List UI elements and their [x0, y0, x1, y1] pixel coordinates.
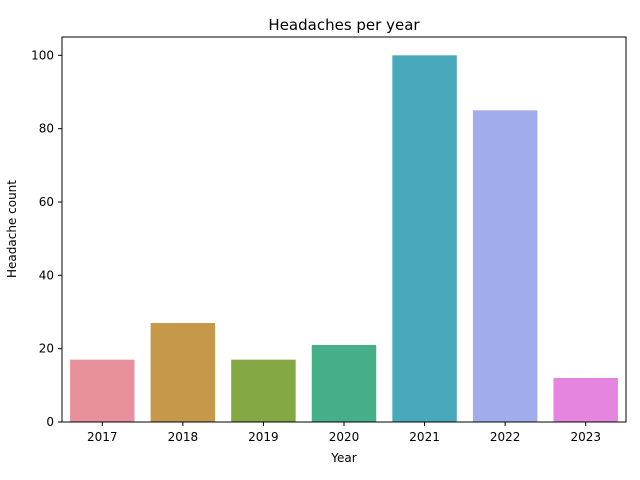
x-axis-ticks: 2017 2018 2019 2020 2021 2022 2023 [87, 422, 601, 444]
bar-2017 [70, 359, 135, 422]
plot-frame [61, 36, 627, 423]
x-tick-label: 2023 [570, 430, 601, 444]
y-tick-label: 60 [39, 195, 54, 209]
x-axis-label: Year [330, 451, 356, 465]
bar-2019 [231, 359, 296, 422]
y-axis-label: Headache count [5, 180, 19, 278]
bar-2021 [392, 55, 457, 422]
x-tick-label: 2019 [248, 430, 279, 444]
chart-title: Headaches per year [268, 16, 420, 34]
bar-2023 [553, 378, 618, 422]
x-tick-label: 2020 [329, 430, 360, 444]
bar-2018 [150, 323, 216, 422]
bar-2020 [311, 345, 377, 422]
bars-group [70, 55, 618, 422]
y-tick-label: 40 [39, 268, 54, 282]
x-tick-label: 2022 [490, 430, 521, 444]
x-tick-label: 2021 [409, 430, 440, 444]
y-tick-label: 0 [46, 415, 54, 429]
bar-2022 [472, 110, 538, 422]
y-tick-label: 20 [39, 342, 54, 356]
x-tick-label: 2017 [87, 430, 118, 444]
y-axis-ticks: 0 20 40 60 80 100 [31, 48, 62, 429]
y-tick-label: 80 [39, 122, 54, 136]
y-tick-label: 100 [31, 48, 54, 62]
x-tick-label: 2018 [168, 430, 199, 444]
